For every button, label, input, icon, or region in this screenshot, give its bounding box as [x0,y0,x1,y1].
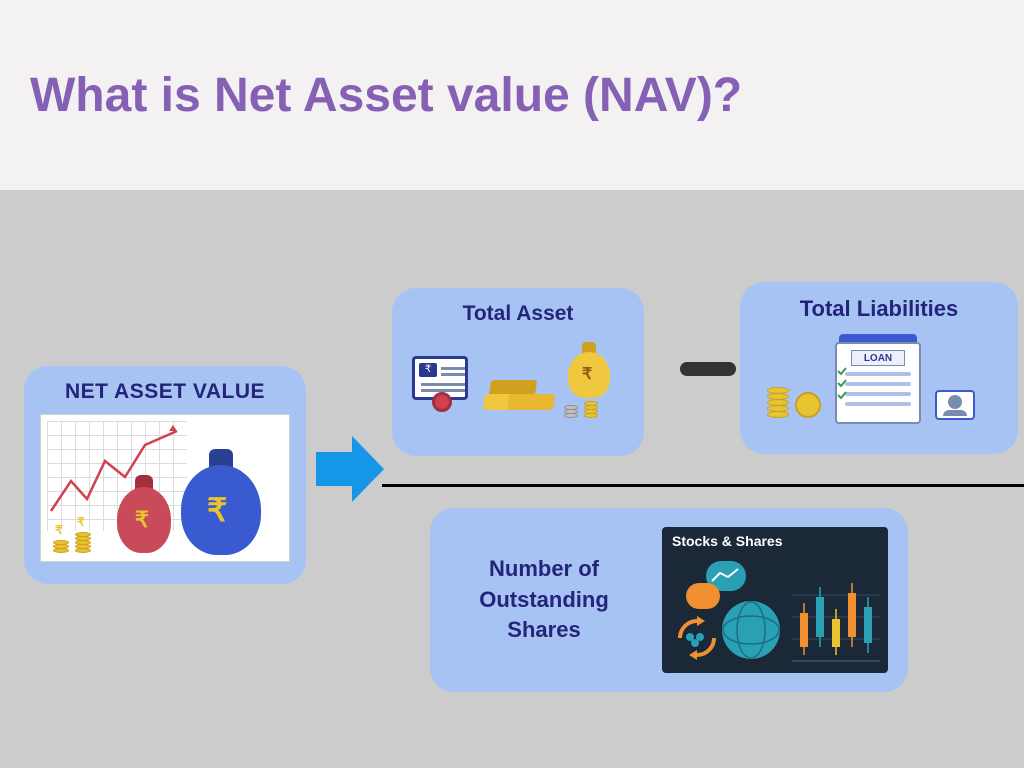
nav-card-title: NET ASSET VALUE [38,380,292,404]
loan-notepad-icon: LOAN [835,342,921,424]
total-asset-card: Total Asset ₹ ₹ [392,288,644,456]
candlestick-chart-icon [792,573,880,665]
asset-illustration: ₹ ₹ [408,336,628,436]
minus-icon [680,362,736,376]
header-section: What is Net Asset value (NAV)? [0,0,1024,190]
loan-label: LOAN [851,350,905,366]
shares-panel-header: Stocks & Shares [662,527,888,555]
coin-stack-icon [75,533,91,553]
shares-card-title: Number of Outstanding Shares [444,554,644,646]
shares-illustration: Stocks & Shares [662,527,888,673]
speech-bubble-icon [686,583,720,609]
check-icon [837,390,847,400]
coin-stack-icon [53,541,69,553]
moneybag-icon: ₹ [568,352,610,398]
coin-stack-icon [767,388,789,418]
coin-stack-icon [564,406,578,418]
cycle-arrows-icon [672,613,722,663]
id-card-icon [935,390,975,420]
diagram-content: NET ASSET VALUE ₹ ₹ ₹ [0,190,1024,768]
rupee-icon: ₹ [77,515,85,529]
check-icon [837,366,847,376]
check-icon [837,378,847,388]
blue-bag-icon: ₹ [181,465,261,555]
fraction-divider [382,484,1024,487]
gold-bar-icon [507,394,555,410]
liabilities-illustration: LOAN [759,332,999,432]
asset-card-title: Total Asset [406,302,630,326]
outstanding-shares-card: Number of Outstanding Shares Stocks & Sh… [430,508,908,692]
rupee-icon: ₹ [55,523,63,537]
rupee-icon: ₹ [207,491,227,529]
coin-circle-icon [795,392,821,418]
nav-illustration: ₹ ₹ ₹ ₹ [40,414,290,562]
ribbon-icon [432,392,452,412]
liabilities-card-title: Total Liabilities [754,296,1004,322]
rupee-icon: ₹ [582,364,592,384]
page-title: What is Net Asset value (NAV)? [30,68,742,123]
globe-icon [722,601,780,659]
red-bag-icon: ₹ [117,487,171,553]
rupee-icon: ₹ [135,507,149,533]
nav-card: NET ASSET VALUE ₹ ₹ ₹ [24,366,306,584]
coin-stack-icon [584,402,598,418]
equals-arrow-icon [316,432,386,511]
total-liabilities-card: Total Liabilities LOAN [740,282,1018,454]
